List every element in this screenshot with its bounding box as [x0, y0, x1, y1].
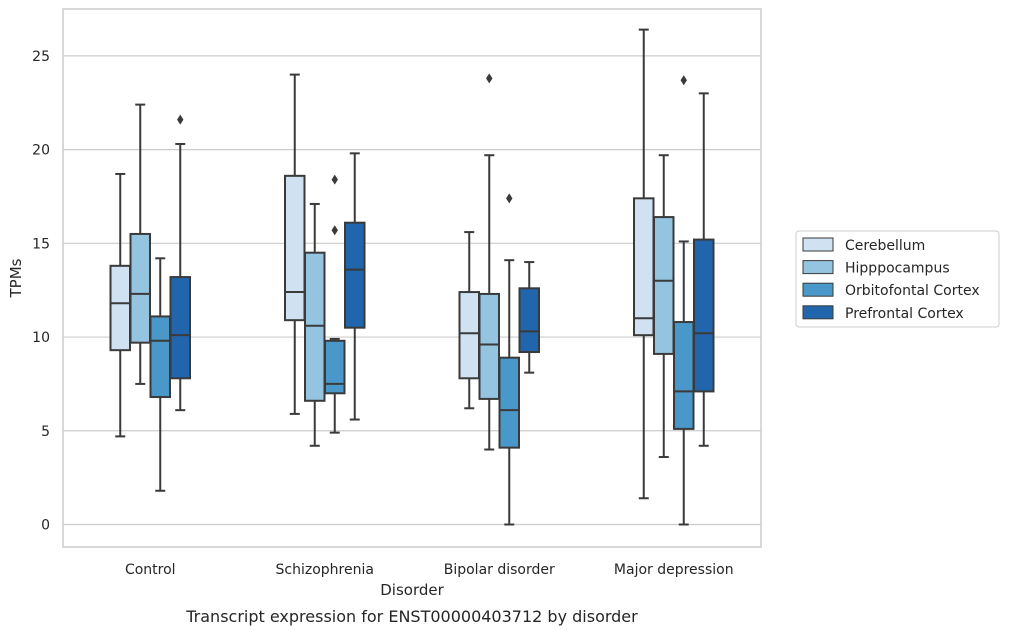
outlier-point	[680, 75, 687, 86]
box-group	[129, 103, 151, 385]
outlier-point	[177, 114, 184, 125]
x-axis-ticks: Control Schizophrenia Bipolar disorder Majo…	[125, 562, 734, 578]
legend-label: Orbitofontal Cortex	[845, 283, 980, 299]
box-group	[169, 114, 191, 412]
box-body	[633, 197, 655, 337]
box-body	[109, 264, 131, 352]
box-group	[498, 193, 520, 526]
legend-label: Hipppocampus	[845, 261, 950, 277]
y-tick-label: 0	[41, 518, 50, 534]
x-tick-label: Schizophrenia	[276, 562, 374, 578]
y-tick-label: 25	[32, 49, 50, 65]
legend-label: Prefrontal Cortex	[845, 306, 964, 322]
box-group	[109, 172, 131, 438]
box-group	[344, 152, 366, 421]
box-group	[149, 257, 171, 492]
box-body	[169, 276, 191, 380]
box-body	[149, 315, 171, 399]
box-group	[324, 174, 346, 434]
y-axis-label: TPMs	[7, 258, 25, 298]
y-tick-label: 15	[32, 236, 50, 252]
box-body	[478, 292, 500, 400]
legend: Cerebellum Hipppocampus Orbitofontal Corte…	[795, 230, 1000, 328]
legend-swatch	[802, 237, 834, 252]
chart-caption: Transcript expression for ENST0000040371…	[185, 607, 638, 626]
box-group	[653, 154, 675, 459]
box-body	[324, 339, 346, 395]
y-tick-label: 20	[32, 143, 50, 159]
x-tick-label: Control	[125, 562, 176, 578]
box-group	[304, 202, 326, 447]
box-body	[693, 238, 715, 393]
y-tick-label: 5	[41, 424, 50, 440]
box-group	[693, 92, 715, 447]
box-group	[478, 73, 500, 451]
legend-swatch	[802, 260, 834, 275]
box-body	[518, 287, 540, 354]
outlier-point	[331, 174, 338, 185]
box-body	[458, 291, 480, 380]
box-body	[129, 232, 151, 344]
x-axis-label: Disorder	[380, 581, 444, 599]
box-group	[458, 231, 480, 410]
x-tick-label: Bipolar disorder	[444, 562, 555, 578]
box-group	[633, 28, 655, 500]
outlier-point	[331, 225, 338, 236]
plot-boxes	[109, 28, 715, 526]
box-body	[344, 221, 366, 329]
y-axis-ticks: 0 5 10 15 20 25	[32, 49, 50, 534]
box-body	[653, 216, 675, 355]
box-body	[284, 174, 306, 322]
plot-frame	[62, 8, 762, 548]
legend-swatch	[802, 305, 834, 320]
outlier-point	[486, 73, 493, 84]
legend-label: Cerebellum	[845, 238, 925, 254]
y-tick-label: 10	[32, 330, 50, 346]
box-body	[673, 321, 695, 430]
box-group	[284, 73, 306, 415]
box-group	[673, 75, 695, 526]
legend-swatch	[802, 282, 834, 297]
outlier-point	[506, 193, 513, 204]
box-group	[518, 261, 540, 374]
x-tick-label: Major depression	[614, 562, 734, 578]
box-body	[498, 356, 520, 449]
legend-frame	[795, 230, 1000, 328]
